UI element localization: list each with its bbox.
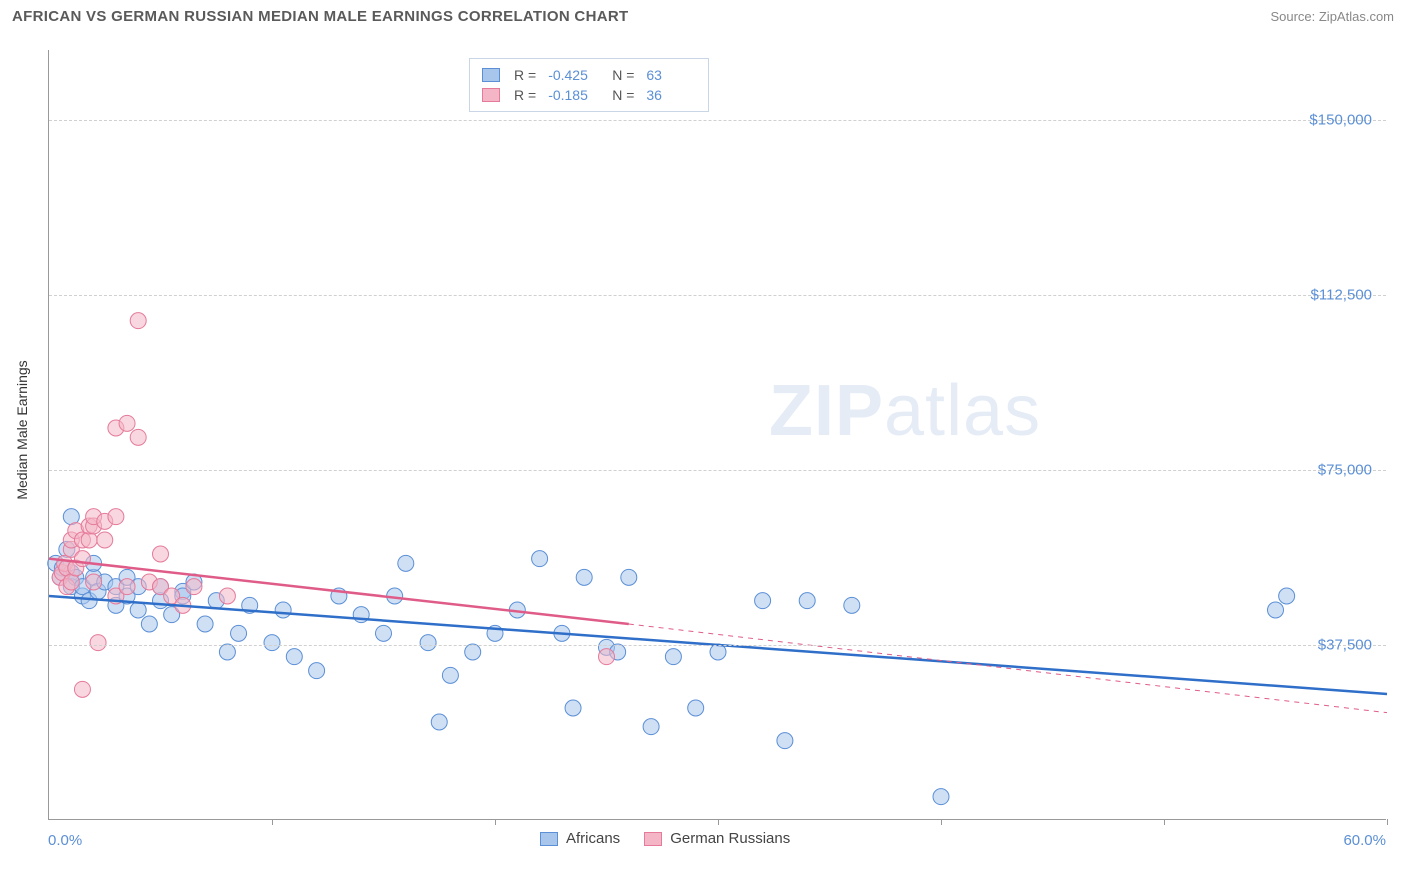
n-label: N = (612, 67, 634, 83)
legend-row-africans: R = -0.425 N = 63 (482, 65, 696, 85)
data-point (186, 579, 202, 595)
data-point (264, 635, 280, 651)
data-point (231, 625, 247, 641)
legend-row-german-russians: R = -0.185 N = 36 (482, 85, 696, 105)
data-point (431, 714, 447, 730)
x-tick (941, 819, 942, 825)
data-point (844, 597, 860, 613)
y-tick-label: $150,000 (1309, 112, 1372, 129)
scatter-plot-svg (49, 50, 1386, 819)
data-point (275, 602, 291, 618)
data-point (755, 593, 771, 609)
data-point (688, 700, 704, 716)
data-point (933, 789, 949, 805)
swatch-africans-icon (482, 68, 500, 82)
data-point (119, 579, 135, 595)
data-point (286, 649, 302, 665)
data-point (442, 667, 458, 683)
r-label: R = (514, 87, 536, 103)
data-point (465, 644, 481, 660)
data-point (777, 733, 793, 749)
legend-label-german-russians: German Russians (670, 830, 790, 847)
legend-item-africans: Africans (540, 830, 620, 847)
x-axis-max-label: 60.0% (1343, 832, 1386, 849)
r-value-german-russians: -0.185 (548, 87, 598, 103)
data-point (130, 429, 146, 445)
data-point (576, 569, 592, 585)
data-point (420, 635, 436, 651)
y-tick-label: $112,500 (1311, 287, 1372, 304)
source-attribution: Source: ZipAtlas.com (1270, 9, 1394, 24)
x-tick (1164, 819, 1165, 825)
data-point (309, 663, 325, 679)
n-value-africans: 63 (646, 67, 696, 83)
legend-series: Africans German Russians (540, 830, 790, 847)
n-value-german-russians: 36 (646, 87, 696, 103)
swatch-german-russians-icon (482, 88, 500, 102)
n-label: N = (612, 87, 634, 103)
data-point (398, 555, 414, 571)
data-point (219, 588, 235, 604)
r-label: R = (514, 67, 536, 83)
data-point (130, 602, 146, 618)
data-point (130, 313, 146, 329)
data-point (90, 635, 106, 651)
x-tick (1387, 819, 1388, 825)
legend-item-german-russians: German Russians (644, 830, 790, 847)
data-point (197, 616, 213, 632)
gridline (49, 120, 1386, 121)
data-point (376, 625, 392, 641)
x-tick (495, 819, 496, 825)
data-point (74, 681, 90, 697)
y-axis-title: Median Male Earnings (14, 360, 30, 499)
data-point (219, 644, 235, 660)
legend-stats: R = -0.425 N = 63 R = -0.185 N = 36 (469, 58, 709, 112)
r-value-africans: -0.425 (548, 67, 598, 83)
gridline (49, 645, 1386, 646)
data-point (119, 415, 135, 431)
swatch-africans-icon (540, 832, 558, 846)
data-point (153, 546, 169, 562)
data-point (141, 616, 157, 632)
legend-label-africans: Africans (566, 830, 620, 847)
chart-plot-area: ZIPatlas R = -0.425 N = 63 R = -0.185 N … (48, 50, 1386, 820)
gridline (49, 295, 1386, 296)
data-point (1279, 588, 1295, 604)
trend-line-extrapolated (629, 624, 1387, 713)
data-point (665, 649, 681, 665)
data-point (621, 569, 637, 585)
chart-title: AFRICAN VS GERMAN RUSSIAN MEDIAN MALE EA… (12, 8, 628, 25)
data-point (1268, 602, 1284, 618)
x-axis-min-label: 0.0% (48, 832, 82, 849)
data-point (599, 649, 615, 665)
data-point (86, 574, 102, 590)
swatch-german-russians-icon (644, 832, 662, 846)
x-tick (272, 819, 273, 825)
data-point (97, 532, 113, 548)
data-point (799, 593, 815, 609)
data-point (532, 551, 548, 567)
y-tick-label: $75,000 (1318, 462, 1372, 479)
gridline (49, 470, 1386, 471)
data-point (643, 719, 659, 735)
data-point (565, 700, 581, 716)
y-tick-label: $37,500 (1318, 637, 1372, 654)
x-tick (718, 819, 719, 825)
data-point (108, 509, 124, 525)
